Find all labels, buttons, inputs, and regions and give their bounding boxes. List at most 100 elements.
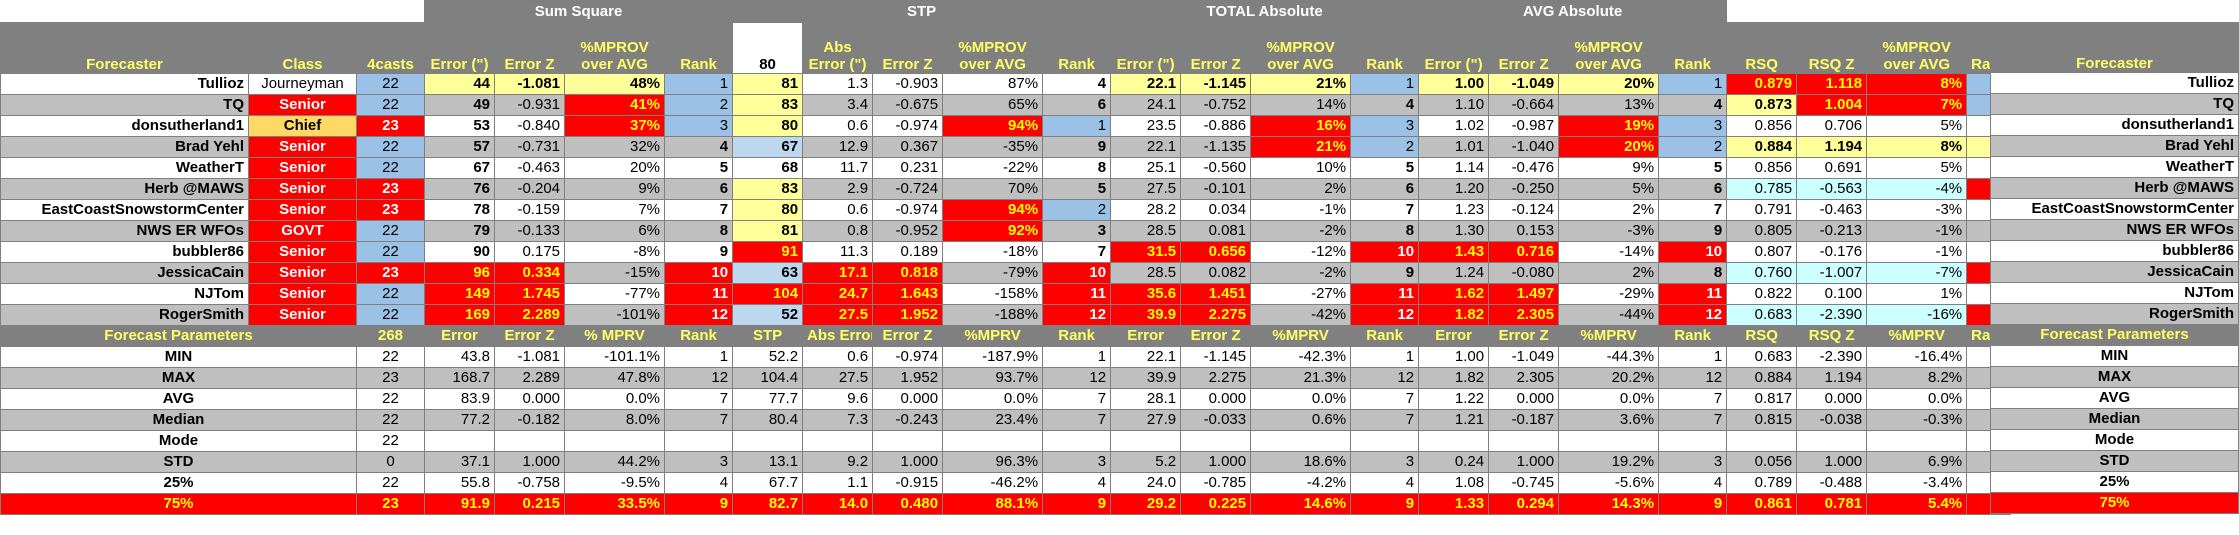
cell-value: 1.00 — [1418, 73, 1490, 95]
cell-value: -1.135 — [1180, 136, 1252, 158]
cell-value: -22% — [942, 157, 1044, 179]
param-value: -0.745 — [1488, 472, 1560, 494]
param-value: 0.000 — [1488, 388, 1560, 410]
param-value — [1726, 430, 1798, 452]
param-value: -9.5% — [564, 472, 666, 494]
cell-value: 24.1 — [1110, 94, 1182, 116]
cell-value: 1.01 — [1418, 136, 1490, 158]
param-value: 37.1 — [424, 451, 496, 473]
cell-value: 149 — [424, 283, 496, 305]
param-value: 14.6% — [1250, 493, 1352, 515]
right-forecaster-cell: JessicaCain — [1990, 262, 2239, 283]
cell-value: 2 — [1042, 199, 1112, 221]
class-badge: Senior — [248, 94, 357, 116]
cell-value: 1 — [1658, 73, 1728, 95]
cell-value: 0.760 — [1726, 262, 1798, 284]
cell-value: 8 — [664, 220, 734, 242]
cell-value: 1.20 — [1418, 178, 1490, 200]
params-header-cell: Rank — [1350, 325, 1420, 347]
header-total-rank: Rank — [1350, 22, 1420, 74]
param-value: 4 — [664, 472, 734, 494]
params-header-row: Forecast Parameters 268 Error Error Z% MPRV… — [0, 325, 2012, 347]
param-value: 0.884 — [1726, 367, 1798, 389]
cell-value: 1.62 — [1418, 283, 1490, 305]
param-value — [494, 430, 566, 452]
cell-value: -15% — [564, 262, 666, 284]
forecaster-name: RogerSmith — [0, 304, 249, 326]
param-value — [802, 430, 874, 452]
param-value: 2.305 — [1488, 367, 1560, 389]
cell-value: -7% — [1866, 262, 1968, 284]
param-label-right: 75% — [1990, 493, 2239, 514]
cell-value: 7 — [1350, 199, 1420, 221]
param-value: -0.488 — [1796, 472, 1868, 494]
cell-value: -0.675 — [872, 94, 944, 116]
cell-value: -2% — [1250, 262, 1352, 284]
param-value: 0.215 — [494, 493, 566, 515]
header-avg-error: Error (") — [1418, 22, 1490, 74]
cell-value: 4 — [1658, 94, 1728, 116]
param-value: 22 — [355, 388, 426, 410]
param-value: 0.0% — [1558, 388, 1660, 410]
param-value: 7 — [1658, 409, 1728, 431]
param-value — [872, 430, 944, 452]
param-value: 0.0% — [564, 388, 666, 410]
header-sum-rank: Rank — [664, 22, 734, 74]
param-value: 7 — [664, 409, 734, 431]
params-header-cell: Error Z — [1488, 325, 1560, 347]
param-label-right: MAX — [1990, 367, 2239, 388]
right-forecaster-cell: NWS ER WFOs — [1990, 220, 2239, 241]
cell-value: 7 — [1658, 199, 1728, 221]
params-title-right: Forecast Parameters — [1990, 325, 2239, 346]
cell-value: 49 — [424, 94, 496, 116]
param-value: 0.817 — [1726, 388, 1798, 410]
param-value: 5.4% — [1866, 493, 1968, 515]
cell-value: 37% — [564, 115, 666, 137]
cell-value: -0.204 — [494, 178, 566, 200]
class-badge: Senior — [248, 241, 357, 263]
param-value: 22.1 — [1110, 346, 1182, 368]
cell-value: 1 — [1350, 73, 1420, 95]
cell-value: 9 — [664, 241, 734, 263]
casts-count: 22 — [355, 157, 426, 179]
params-row: MAX 23 168.7 2.289 47.8% 12 104.4 27.5 1.952 93.7… — [0, 367, 2012, 389]
right-forecaster-cell: NJTom — [1990, 283, 2239, 304]
cell-value: 10 — [1042, 262, 1112, 284]
param-value: -101.1% — [564, 346, 666, 368]
cell-value: 5% — [1866, 157, 1968, 179]
class-badge: GOVT — [248, 220, 357, 242]
class-badge: Senior — [248, 304, 357, 326]
header-4casts: 4casts — [355, 22, 426, 74]
params-header-cell: Rank — [1042, 325, 1112, 347]
cell-value: 0.334 — [494, 262, 566, 284]
cell-value: -1.007 — [1796, 262, 1868, 284]
cell-value: -29% — [1558, 283, 1660, 305]
cell-value: 20% — [1558, 73, 1660, 95]
param-value: 1.1 — [802, 472, 874, 494]
cell-value: 0.856 — [1726, 115, 1798, 137]
param-value — [1042, 430, 1112, 452]
cell-value: 0.656 — [1180, 241, 1252, 263]
param-value: -3.4% — [1866, 472, 1968, 494]
param-value: -0.758 — [494, 472, 566, 494]
header-rsq: RSQ — [1726, 22, 1798, 74]
cell-value: 80 — [732, 199, 804, 221]
table-row: EastCoastSnowstormCenter Senior 23 78 -0.159… — [0, 199, 2012, 221]
cell-value: 1.02 — [1418, 115, 1490, 137]
param-value: 0.000 — [1796, 388, 1868, 410]
cell-value: 9 — [1350, 262, 1420, 284]
cell-value: 79 — [424, 220, 496, 242]
class-badge: Senior — [248, 199, 357, 221]
cell-value: 41% — [564, 94, 666, 116]
param-value: 9.2 — [802, 451, 874, 473]
cell-value: -44% — [1558, 304, 1660, 326]
table-row: NWS ER WFOs GOVT 22 79 -0.133 6% 8 81 0.8 -0.952 9… — [0, 220, 2012, 242]
cell-value: -0.463 — [1796, 199, 1868, 221]
cell-value: 14% — [1250, 94, 1352, 116]
params-header-cell: Abs Error — [802, 325, 874, 347]
cell-value: 31.5 — [1110, 241, 1182, 263]
cell-value: 1.952 — [872, 304, 944, 326]
params-header-cell: %MPRV — [1250, 325, 1352, 347]
cell-value: -0.731 — [494, 136, 566, 158]
class-badge: Journeyman — [248, 73, 357, 95]
